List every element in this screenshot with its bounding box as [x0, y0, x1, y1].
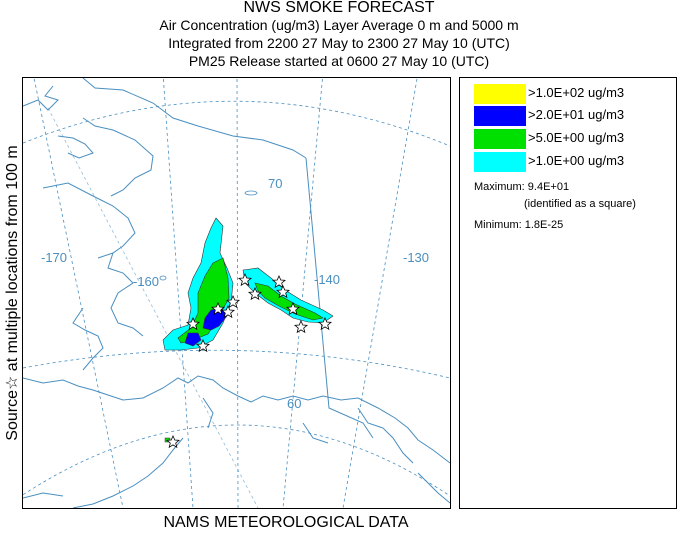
- legend-swatch-yellow: [474, 84, 526, 104]
- source-star: [237, 273, 253, 287]
- legend-label: >5.0E+00 ug/m3: [528, 130, 625, 145]
- label-lat-70: 70: [268, 176, 282, 191]
- legend-label: >1.0E+00 ug/m3: [528, 153, 625, 168]
- source-side-label: Source☆ at multiple locations from 100 m: [4, 145, 21, 441]
- subtitle-release: PM25 Release started at 0600 27 May 10 (…: [188, 53, 490, 69]
- label-lon-140: -140: [314, 272, 340, 287]
- source-star: [185, 317, 201, 331]
- source-star: [293, 320, 309, 334]
- source-star: [225, 295, 241, 309]
- label-lon-170: -170: [41, 250, 67, 265]
- source-star: [195, 339, 211, 353]
- source-star: [271, 275, 287, 289]
- subtitle-concentration: Air Concentration (ug/m3) Layer Average …: [159, 17, 519, 33]
- source-star: [317, 317, 333, 331]
- legend-swatch-green: [474, 129, 526, 149]
- source-star: [285, 302, 301, 316]
- source-markers: [165, 273, 333, 449]
- minimum-row: Minimum: 1.8E-25: [474, 219, 563, 231]
- legend-swatch-blue: [474, 106, 526, 126]
- maximum-note: (identified as a square): [524, 198, 636, 210]
- source-star: [220, 305, 236, 319]
- legend-panel: >1.0E+02 ug/m3 >2.0E+01 ug/m3 >5.0E+00 u…: [459, 77, 677, 509]
- legend-label: >1.0E+02 ug/m3: [528, 85, 625, 100]
- source-star: [247, 287, 263, 301]
- footer-data-source: NAMS METEOROLOGICAL DATA: [163, 514, 409, 531]
- maximum-label: Maximum:: [474, 181, 525, 193]
- graticule: [23, 78, 450, 508]
- international-border: [305, 157, 374, 439]
- graticule-labels: -170 -160 -140 -130 70 60: [41, 176, 429, 411]
- minimum-label: Minimum:: [474, 219, 522, 231]
- label-lat-60: 60: [287, 396, 301, 411]
- map-title: NWS SMOKE FORECAST: [243, 0, 435, 16]
- maximum-row: Maximum: 9.4E+01: [474, 181, 569, 193]
- map-panel: -170 -160 -140 -130 70 60: [22, 77, 451, 509]
- legend-swatch-cyan: [474, 152, 526, 172]
- alaska-map: -170 -160 -140 -130 70 60: [23, 78, 450, 508]
- label-lon-160: -160: [133, 274, 159, 289]
- smoke-plume-west: [162, 217, 234, 351]
- source-star: [275, 285, 291, 299]
- source-star: [165, 435, 181, 449]
- minimum-value: 1.8E-25: [524, 219, 564, 231]
- subtitle-integration: Integrated from 2200 27 May to 2300 27 M…: [168, 35, 510, 51]
- coastline: [23, 78, 450, 508]
- source-star: [210, 302, 226, 316]
- legend-label: >2.0E+01 ug/m3: [528, 107, 625, 122]
- maximum-value: 9.4E+01: [527, 181, 570, 193]
- label-lon-130: -130: [403, 250, 429, 265]
